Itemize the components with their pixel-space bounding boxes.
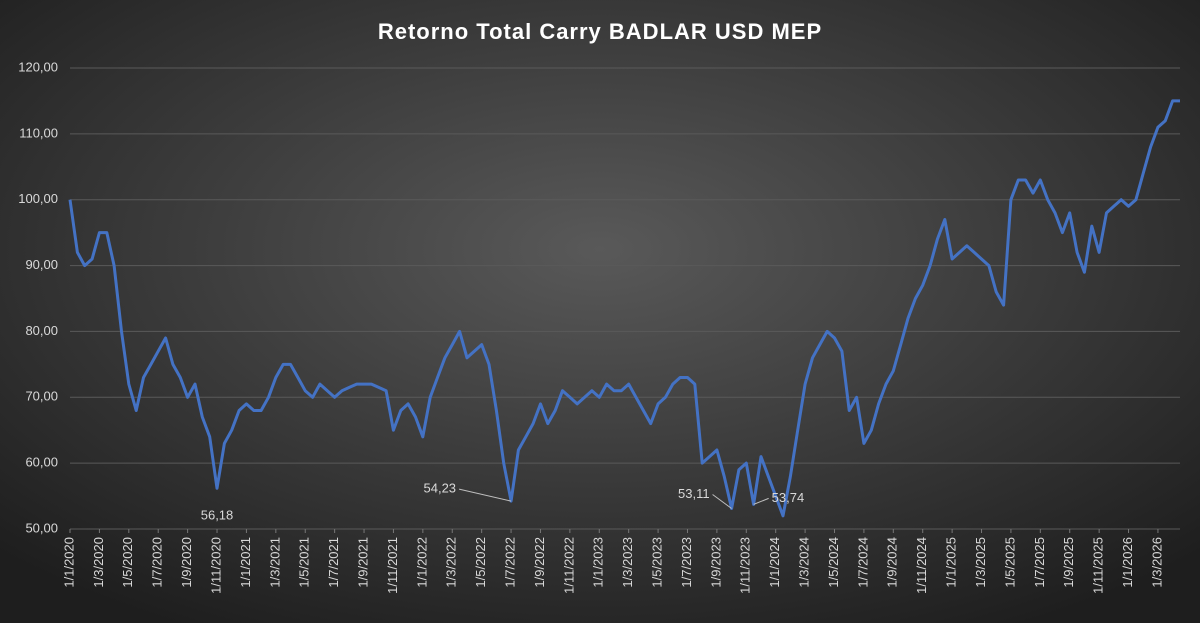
x-tick-label: 1/7/2020	[150, 537, 165, 588]
y-tick-label: 50,00	[25, 520, 58, 535]
x-tick-label: 1/11/2025	[1091, 537, 1106, 594]
data-label: 54,23	[424, 481, 457, 496]
x-tick-label: 1/1/2024	[767, 537, 782, 588]
x-tick-label: 1/5/2022	[473, 537, 488, 588]
y-tick-label: 100,00	[18, 191, 58, 206]
data-label: 53,74	[772, 490, 805, 505]
data-line	[68, 99, 1180, 518]
x-tick-label: 1/1/2025	[944, 537, 959, 588]
x-tick-label: 1/7/2021	[326, 537, 341, 588]
x-tick-label: 1/9/2022	[532, 537, 547, 588]
x-tick-label: 1/3/2020	[91, 537, 106, 588]
x-tick-label: 1/3/2023	[620, 537, 635, 588]
x-tick-label: 1/1/2020	[61, 537, 76, 588]
x-tick-label: 1/7/2025	[1032, 537, 1047, 588]
x-tick-label: 1/1/2022	[414, 537, 429, 588]
x-tick-label: 1/7/2023	[679, 537, 694, 588]
x-tick-label: 1/1/2026	[1120, 537, 1135, 588]
data-label: 56,18	[201, 508, 234, 523]
y-tick-label: 110,00	[19, 125, 58, 140]
x-tick-label: 1/11/2023	[738, 537, 753, 594]
x-tick-label: 1/9/2023	[708, 537, 723, 588]
y-tick-label: 60,00	[25, 455, 58, 470]
x-tick-label: 1/9/2024	[885, 537, 900, 588]
leader-line	[753, 497, 769, 505]
x-tick-label: 1/5/2025	[1002, 537, 1017, 588]
data-label: 53,11	[678, 486, 710, 501]
y-tick-label: 80,00	[25, 323, 58, 338]
x-tick-label: 1/3/2021	[267, 537, 282, 588]
x-tick-label: 1/7/2024	[855, 537, 870, 588]
y-tick-label: 120,00	[18, 59, 58, 74]
x-tick-label: 1/5/2024	[826, 537, 841, 588]
x-tick-label: 1/3/2022	[444, 537, 459, 588]
x-tick-label: 1/11/2021	[385, 537, 400, 594]
leader-line	[712, 494, 732, 509]
x-tick-label: 1/11/2020	[208, 537, 223, 594]
x-tick-label: 1/9/2025	[1061, 537, 1076, 588]
x-tick-label: 1/9/2021	[355, 537, 370, 588]
chart-title: Retorno Total Carry BADLAR USD MEP	[378, 19, 822, 44]
y-tick-label: 90,00	[25, 257, 58, 272]
x-tick-label: 1/3/2025	[973, 537, 988, 588]
x-tick-label: 1/9/2020	[179, 537, 194, 588]
x-tick-label: 1/7/2022	[502, 537, 517, 588]
x-tick-label: 1/1/2023	[591, 537, 606, 588]
x-tick-label: 1/3/2024	[797, 537, 812, 588]
x-tick-label: 1/11/2024	[914, 537, 929, 594]
x-tick-label: 1/3/2026	[1149, 537, 1164, 588]
x-tick-label: 1/5/2020	[120, 537, 135, 588]
y-tick-label: 70,00	[25, 389, 58, 404]
x-tick-label: 1/11/2022	[561, 537, 576, 594]
x-tick-label: 1/1/2021	[238, 537, 253, 588]
x-tick-label: 1/5/2021	[297, 537, 312, 588]
leader-line	[458, 488, 512, 502]
x-tick-label: 1/5/2023	[650, 537, 665, 588]
